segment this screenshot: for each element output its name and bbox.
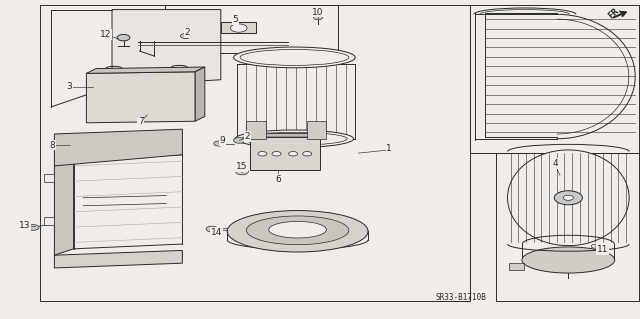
- Circle shape: [117, 34, 130, 41]
- Polygon shape: [509, 263, 524, 270]
- Ellipse shape: [240, 49, 349, 65]
- Ellipse shape: [227, 211, 368, 252]
- Circle shape: [258, 152, 267, 156]
- Polygon shape: [40, 5, 470, 301]
- Ellipse shape: [246, 216, 349, 245]
- Circle shape: [180, 33, 191, 39]
- Polygon shape: [470, 5, 639, 153]
- Text: 2: 2: [185, 28, 190, 37]
- Text: 5: 5: [233, 15, 238, 24]
- Polygon shape: [246, 121, 266, 139]
- Circle shape: [214, 141, 224, 146]
- Ellipse shape: [234, 47, 355, 68]
- Text: 7: 7: [138, 117, 143, 126]
- Ellipse shape: [236, 130, 354, 148]
- Circle shape: [314, 15, 323, 20]
- Polygon shape: [54, 160, 74, 255]
- Text: FR.: FR.: [606, 5, 623, 21]
- Polygon shape: [221, 22, 256, 33]
- Circle shape: [591, 244, 599, 248]
- Polygon shape: [44, 217, 54, 225]
- Circle shape: [289, 152, 298, 156]
- Text: SR33-B1710B: SR33-B1710B: [435, 293, 486, 302]
- Text: 15: 15: [236, 162, 248, 171]
- Polygon shape: [250, 133, 326, 137]
- Ellipse shape: [269, 221, 326, 238]
- Circle shape: [272, 152, 281, 156]
- Polygon shape: [112, 10, 221, 86]
- Polygon shape: [250, 137, 320, 170]
- Polygon shape: [54, 129, 182, 166]
- Text: 13: 13: [19, 221, 30, 230]
- Polygon shape: [195, 67, 205, 121]
- Text: 14: 14: [211, 228, 222, 237]
- Circle shape: [234, 137, 245, 143]
- Text: 4: 4: [553, 159, 558, 168]
- Circle shape: [28, 225, 39, 230]
- Polygon shape: [54, 250, 182, 268]
- Text: 6: 6: [276, 175, 281, 184]
- Text: 12: 12: [100, 30, 111, 39]
- Circle shape: [563, 195, 573, 200]
- Circle shape: [303, 152, 312, 156]
- Polygon shape: [165, 5, 338, 53]
- Text: 3: 3: [67, 82, 72, 91]
- Circle shape: [230, 24, 247, 32]
- Ellipse shape: [508, 150, 629, 246]
- Ellipse shape: [242, 132, 348, 145]
- Polygon shape: [86, 67, 205, 73]
- Circle shape: [206, 226, 218, 232]
- Polygon shape: [496, 153, 639, 301]
- Polygon shape: [307, 121, 326, 139]
- Text: 8: 8: [50, 141, 55, 150]
- Text: 9: 9: [220, 137, 225, 145]
- Circle shape: [236, 168, 248, 175]
- Polygon shape: [44, 174, 54, 182]
- Ellipse shape: [522, 247, 615, 273]
- Text: 10: 10: [312, 8, 324, 17]
- Polygon shape: [86, 72, 195, 123]
- Circle shape: [554, 191, 582, 205]
- Text: 1: 1: [387, 144, 392, 153]
- Text: 11: 11: [597, 245, 609, 254]
- Text: 2: 2: [244, 132, 250, 141]
